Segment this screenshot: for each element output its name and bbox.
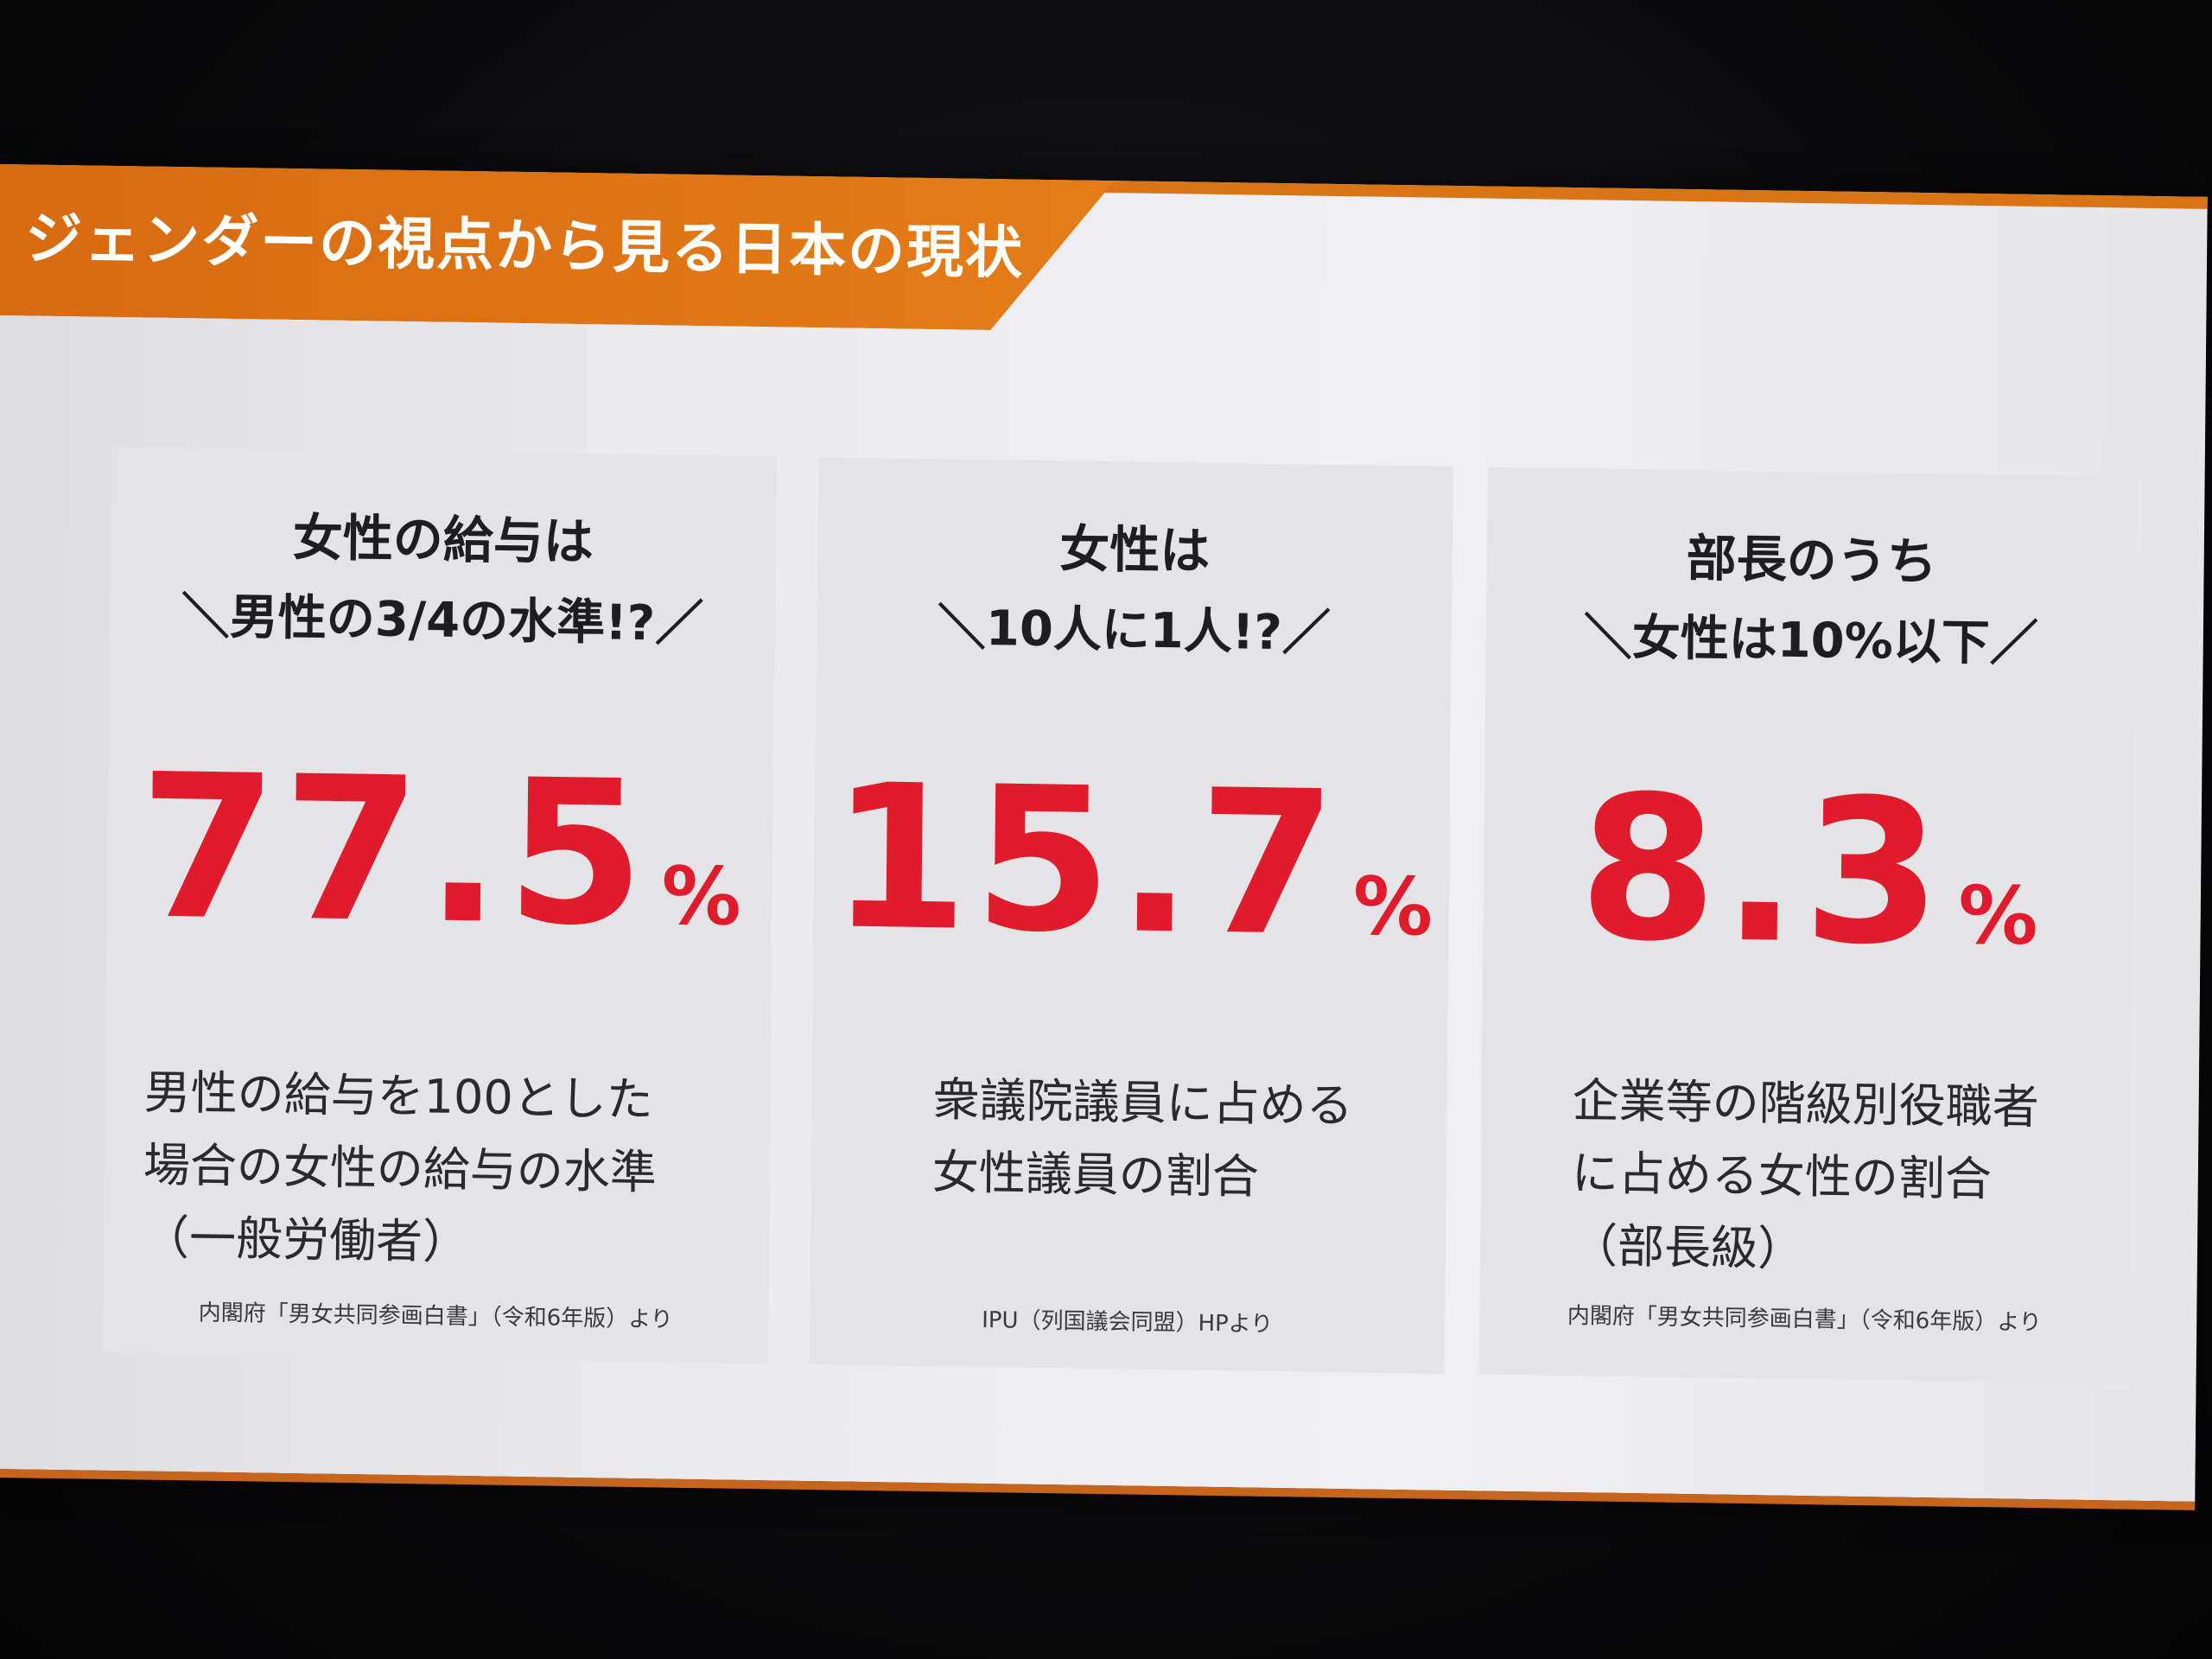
description-line: に占める女性の割合 [1571,1146,1993,1207]
stat-number: 15.7 [829,742,1343,982]
source-note: 内閣府「男女共同参画白書」（令和6年版）より [198,1300,673,1333]
card-subheading: ＼女性は10%以下／ [1583,609,2039,673]
stat-description: 衆議院議員に占める 女性議員の割合 [931,1064,1353,1215]
card-heading: 女性の給与は [292,508,594,572]
description-line: 衆議院議員に占める [932,1072,1353,1134]
stat-value: 8.3% [1483,753,2134,993]
stat-description: 男性の給与を100とした 場合の女性の給与の水準 （一般労働者） [143,1057,658,1282]
card-subheading: ＼男性の3/4の水準!?／ [181,588,704,653]
description-line: （部長級） [1570,1218,1805,1277]
stat-card-parliament: 女性は ＼10人に1人!?／ 15.7% 衆議院議員に占める 女性議員の割合 I… [809,457,1453,1374]
stat-description: 企業等の階級別役職者 に占める女性の割合 （部長級） [1571,1065,2039,1289]
projected-slide: ジェンダーの視点から見る日本の現状 女性の給与は ＼男性の3/4の水準!?／ 7… [0,164,2208,1510]
slide-title: ジェンダーの視点から見る日本の現状 [24,205,1025,287]
stat-card-managers: 部長のうち ＼女性は10%以下／ 8.3% 企業等の階級別役職者 に占める女性の… [1478,467,2138,1384]
stat-number: 8.3 [1578,753,1948,990]
description-line: 場合の女性の給与の水準 [143,1137,658,1200]
title-band: ジェンダーの視点から見る日本の現状 [0,164,1115,332]
description-line: 女性議員の割合 [931,1145,1260,1205]
card-heading: 女性は [1058,519,1211,581]
stat-value: 15.7% [813,742,1450,982]
stat-unit: % [1957,868,2039,963]
description-line: 男性の給与を100とした [143,1065,654,1128]
source-note: 内閣府「男女共同参画白書」（令和6年版）より [1567,1303,2042,1337]
stat-number: 77.5 [137,732,652,971]
source-note: IPU（列国議会同盟）HPより [982,1306,1274,1338]
stat-unit: % [661,849,742,944]
stat-value: 77.5% [106,732,773,972]
description-line: （一般労働者） [142,1210,470,1270]
stat-card-salary: 女性の給与は ＼男性の3/4の水準!?／ 77.5% 男性の給与を100とした … [102,446,777,1364]
card-heading: 部長のうち [1686,528,1938,592]
description-line: 企業等の階級別役職者 [1572,1073,2039,1135]
card-subheading: ＼10人に1人!?／ [937,600,1332,662]
stat-unit: % [1352,860,1433,954]
